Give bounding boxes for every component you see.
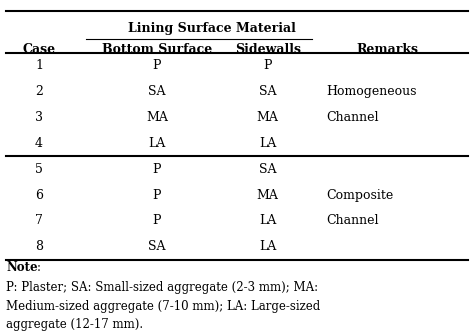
Text: P: P	[153, 214, 161, 227]
Text: P: Plaster; SA: Small-sized aggregate (2-3 mm); MA:: P: Plaster; SA: Small-sized aggregate (2…	[6, 281, 318, 294]
Text: LA: LA	[148, 137, 165, 150]
Text: Sidewalls: Sidewalls	[235, 43, 301, 56]
Text: Remarks: Remarks	[357, 43, 419, 56]
Text: 8: 8	[35, 240, 43, 253]
Text: 6: 6	[35, 189, 43, 202]
Text: 5: 5	[35, 163, 43, 176]
Text: 1: 1	[35, 59, 43, 72]
Text: P: P	[153, 59, 161, 72]
Text: 4: 4	[35, 137, 43, 150]
Text: Note: Note	[6, 261, 38, 274]
Text: Lining Surface Material: Lining Surface Material	[128, 22, 296, 35]
Text: Homogeneous: Homogeneous	[327, 85, 417, 98]
Text: SA: SA	[259, 163, 276, 176]
Text: LA: LA	[259, 214, 276, 227]
Text: aggregate (12-17 mm).: aggregate (12-17 mm).	[6, 318, 143, 331]
Text: MA: MA	[146, 111, 168, 124]
Text: LA: LA	[259, 137, 276, 150]
Text: Channel: Channel	[327, 111, 379, 124]
Text: P: P	[153, 163, 161, 176]
Text: LA: LA	[259, 240, 276, 253]
Text: 7: 7	[35, 214, 43, 227]
Text: :: :	[36, 261, 40, 274]
Text: Bottom Surface: Bottom Surface	[102, 43, 212, 56]
Text: MA: MA	[257, 189, 279, 202]
Text: 2: 2	[35, 85, 43, 98]
Text: SA: SA	[148, 85, 165, 98]
Text: Case: Case	[23, 43, 55, 56]
Text: SA: SA	[148, 240, 165, 253]
Text: P: P	[264, 59, 272, 72]
Text: Composite: Composite	[327, 189, 394, 202]
Text: 3: 3	[35, 111, 43, 124]
Text: P: P	[153, 189, 161, 202]
Text: Medium-sized aggregate (7-10 mm); LA: Large-sized: Medium-sized aggregate (7-10 mm); LA: La…	[6, 300, 320, 313]
Text: Channel: Channel	[327, 214, 379, 227]
Text: MA: MA	[257, 111, 279, 124]
Text: SA: SA	[259, 85, 276, 98]
